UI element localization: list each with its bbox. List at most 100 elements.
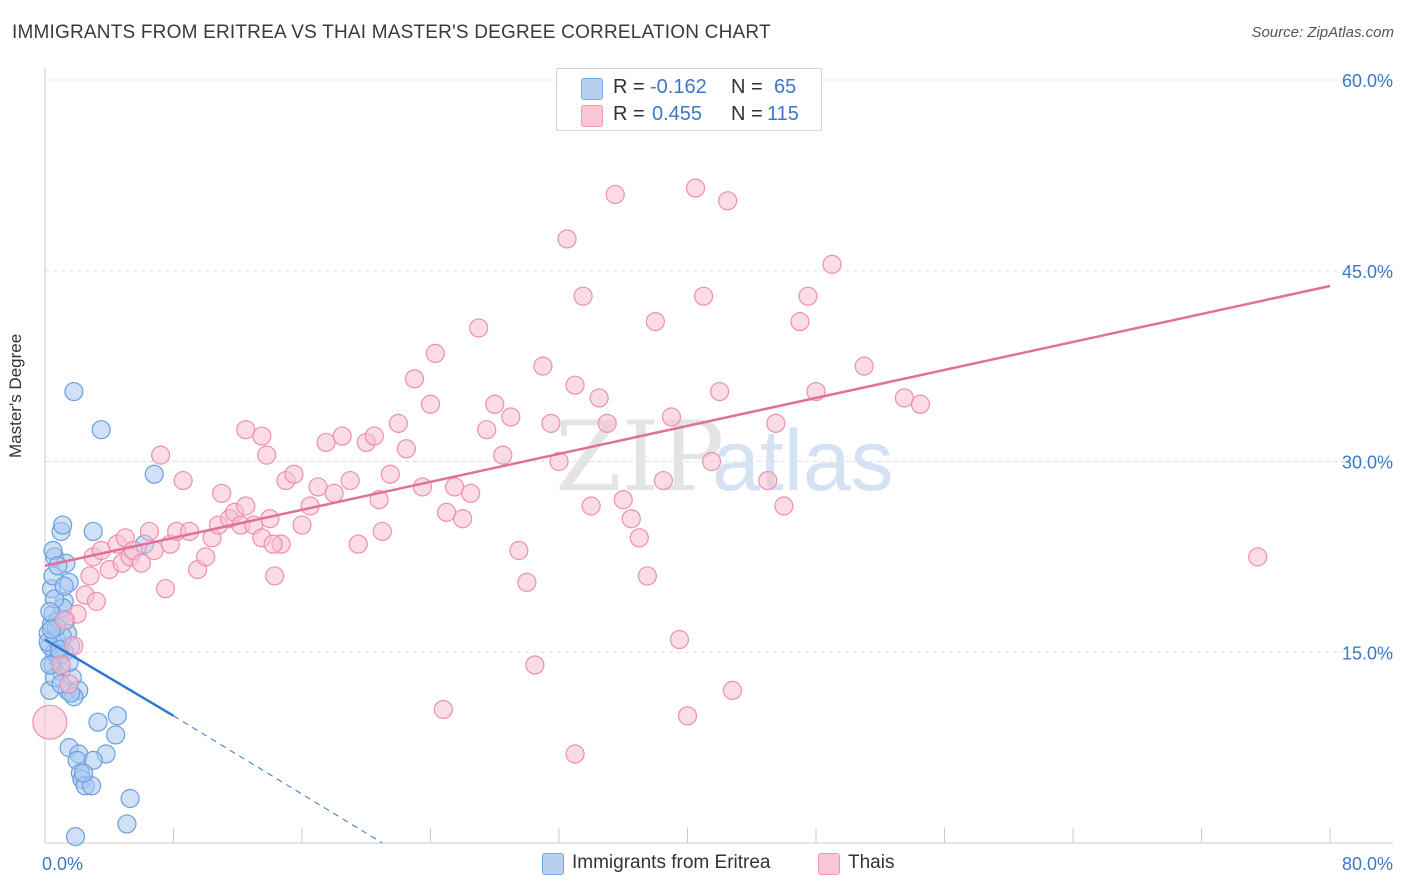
watermark-atlas: atlas (712, 413, 894, 509)
thais-point (469, 318, 489, 338)
thais-point (425, 343, 445, 364)
thais-point (533, 356, 553, 376)
thais-point (453, 509, 473, 529)
thais-point (332, 426, 352, 446)
thais-point (541, 413, 561, 433)
thais-point (420, 394, 441, 414)
thais-point (32, 704, 68, 740)
thais-point (621, 509, 641, 529)
thais-point (64, 636, 84, 656)
legend-n-label: N = (731, 76, 763, 98)
thais-point (581, 496, 601, 516)
watermark: ZIP atlas (555, 401, 894, 513)
trend-lines (44, 284, 1331, 844)
thais-point (412, 477, 433, 497)
thais-trend-line (44, 284, 1331, 567)
thais-point (722, 680, 743, 701)
thais-point (461, 483, 481, 503)
eritrea-point (65, 827, 86, 847)
thais-point (910, 394, 931, 414)
y-tick-label: 45.0% (1342, 262, 1393, 282)
thais-point (348, 534, 368, 554)
thais-point (573, 286, 593, 306)
eritrea-point (107, 706, 127, 726)
bottom-legend-label: Immigrants from Eritrea (572, 852, 771, 873)
thais-point (637, 566, 657, 586)
thais-point (653, 470, 674, 491)
thais-point (196, 547, 216, 567)
thais-point (151, 445, 171, 465)
eritrea-point (48, 556, 68, 576)
eritrea-point (73, 763, 94, 783)
eritrea-point (144, 464, 164, 484)
thais-point (477, 420, 497, 440)
thais-point (557, 229, 577, 249)
eritrea-trend-line (44, 638, 175, 717)
thais-point (308, 477, 328, 497)
legend-r-value: -0.162 (650, 76, 707, 98)
legend-swatch-blue (581, 78, 603, 100)
thais-point (549, 451, 569, 472)
legend-swatch-pink (581, 105, 603, 127)
chart-title: IMMIGRANTS FROM ERITREA VS THAI MASTER'S… (12, 22, 771, 43)
thais-point (263, 534, 283, 554)
watermark-zip: ZIP (555, 401, 724, 513)
thais-point (316, 432, 336, 453)
thais-point (372, 521, 392, 542)
eritrea-point (83, 750, 103, 770)
thais-point (517, 572, 537, 592)
thais-point (822, 254, 842, 274)
eritrea-point (91, 420, 111, 440)
thais-point (444, 477, 465, 497)
source-label: Source: ZipAtlas.com (1251, 24, 1394, 41)
thais-point (629, 528, 649, 548)
thais-point (685, 178, 706, 198)
eritrea-point (88, 712, 108, 732)
eritrea-point (54, 576, 74, 596)
legend-r-value: 0.455 (652, 103, 703, 125)
thais-point (436, 502, 457, 522)
thais-point (284, 464, 304, 484)
series-thais-points (32, 178, 1268, 764)
legend-r-label: R = (613, 103, 645, 125)
bottom-legend-label: Thais (848, 852, 895, 873)
eritrea-point (106, 725, 126, 745)
thais-point (710, 381, 730, 402)
thais-point (324, 483, 344, 503)
legend-n-value: 65 (774, 76, 797, 98)
thais-point (854, 356, 874, 376)
thais-point (661, 407, 682, 427)
eritrea-point (117, 814, 137, 834)
thais-point (340, 470, 360, 491)
bottom-legend-swatch-pink (818, 853, 840, 875)
thais-point (396, 439, 417, 459)
thais-point (404, 369, 425, 389)
thais-point (565, 375, 585, 395)
bottom-legend-swatch-blue (542, 853, 564, 875)
thais-point (509, 540, 529, 561)
y-tick-label: 15.0% (1342, 643, 1393, 663)
thais-point (236, 420, 256, 440)
eritrea-point (83, 521, 103, 542)
thais-point (155, 579, 176, 599)
thais-point (257, 445, 277, 465)
thais-point (252, 426, 272, 446)
thais-point (380, 464, 400, 484)
thais-point (669, 629, 690, 650)
thais-point (388, 413, 408, 433)
thais-point (605, 184, 625, 205)
legend-n-value: 115 (767, 103, 799, 125)
thais-point (212, 483, 232, 503)
thais-point (86, 591, 107, 611)
thais-point (364, 426, 384, 446)
thais-point (1248, 547, 1268, 567)
thais-point (798, 286, 818, 306)
thais-point (236, 496, 256, 516)
eritrea-point (53, 515, 73, 535)
thais-point (59, 674, 79, 694)
thais-point (766, 413, 786, 433)
y-tick-label: 30.0% (1342, 453, 1393, 473)
eritrea-point (64, 381, 84, 402)
eritrea-trend-extension (173, 715, 383, 844)
